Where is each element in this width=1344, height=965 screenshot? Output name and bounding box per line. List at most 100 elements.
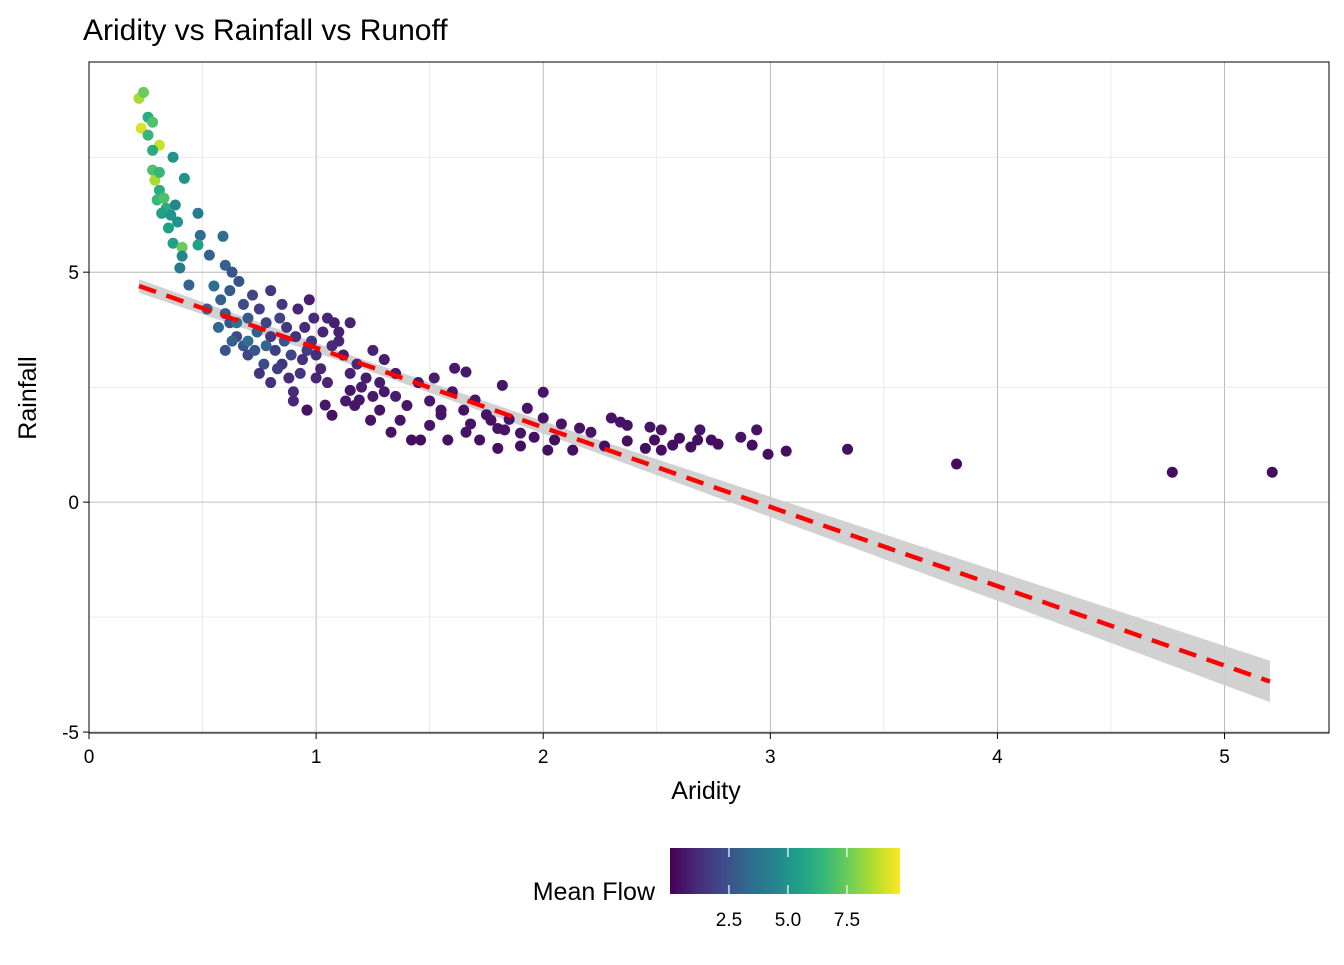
data-point [203, 249, 215, 261]
data-point [751, 424, 763, 436]
data-point [260, 340, 272, 352]
data-point [281, 321, 293, 333]
data-point [424, 419, 436, 431]
data-point [951, 458, 963, 470]
data-point [265, 331, 277, 343]
data-point [673, 432, 685, 444]
data-point [224, 285, 236, 297]
data-point [460, 426, 472, 438]
data-point [319, 399, 331, 411]
data-point [492, 442, 504, 454]
data-point [365, 414, 377, 426]
data-point [287, 386, 299, 398]
data-point [542, 444, 554, 456]
data-point [435, 404, 447, 416]
data-point [321, 312, 333, 324]
data-point [485, 414, 497, 426]
data-point [537, 386, 549, 398]
data-point [692, 434, 704, 446]
data-point [167, 151, 179, 163]
data-point [1166, 466, 1178, 478]
data-point [405, 434, 417, 446]
data-point [644, 421, 656, 433]
x-tick-label: 3 [765, 747, 776, 768]
data-point [428, 372, 440, 384]
data-point [249, 344, 261, 356]
data-point [172, 216, 184, 228]
data-point [655, 424, 667, 436]
data-point [340, 395, 352, 407]
x-tick-label: 5 [1219, 747, 1230, 768]
data-point [1266, 466, 1278, 478]
data-point [537, 412, 549, 424]
data-point [360, 372, 372, 384]
data-point [378, 386, 390, 398]
data-point [265, 285, 277, 297]
data-point [315, 363, 327, 375]
data-point [333, 326, 345, 338]
data-point [614, 416, 626, 428]
x-tick-label: 4 [992, 747, 1003, 768]
colorbar [670, 848, 900, 894]
data-point [639, 442, 651, 454]
data-point [310, 349, 322, 361]
data-point [449, 362, 461, 374]
data-point [655, 444, 667, 456]
points [133, 86, 1278, 478]
data-point [374, 404, 386, 416]
data-point [274, 312, 286, 324]
data-point [156, 207, 168, 219]
data-point [496, 379, 508, 391]
data-point [367, 344, 379, 356]
data-point [242, 312, 254, 324]
data-point [705, 434, 717, 446]
data-point [385, 426, 397, 438]
data-point [310, 372, 322, 384]
data-point [390, 390, 402, 402]
data-point [394, 414, 406, 426]
data-point [192, 239, 204, 251]
data-point [247, 289, 259, 301]
data-point [138, 86, 150, 98]
data-point [192, 207, 204, 219]
x-tick-label: 0 [84, 747, 95, 768]
data-point [162, 222, 174, 234]
data-point [253, 303, 265, 315]
data-point [458, 404, 470, 416]
colorbar-ticks: 2.5 5.0 7.5 [716, 848, 860, 931]
colorbar-tick-label: 5.0 [775, 910, 801, 931]
data-point [212, 321, 224, 333]
data-point [465, 418, 477, 430]
data-point [378, 354, 390, 366]
data-point [142, 129, 154, 141]
data-point [147, 116, 159, 128]
x-tick-label: 1 [311, 747, 322, 768]
data-point [499, 424, 511, 436]
data-point [269, 344, 281, 356]
data-point [176, 241, 188, 253]
data-point [780, 445, 792, 457]
data-point [294, 367, 306, 379]
data-point [474, 434, 486, 446]
data-point [415, 434, 427, 446]
legend-title: Mean Flow [533, 878, 656, 906]
data-point [367, 390, 379, 402]
legend: Mean Flow 2.5 5.0 7.5 [533, 848, 900, 931]
data-point [219, 344, 231, 356]
chart-title: Aridity vs Rainfall vs Runoff [83, 14, 448, 47]
data-point [442, 434, 454, 446]
data-point [326, 409, 338, 421]
data-point [226, 266, 238, 278]
data-point [301, 404, 313, 416]
x-axis-label: Aridity [671, 777, 741, 805]
data-point [237, 298, 249, 310]
data-point [746, 439, 758, 451]
data-point [183, 279, 195, 291]
data-point [308, 312, 320, 324]
data-point [219, 259, 231, 271]
data-point [285, 349, 297, 361]
data-point [621, 435, 633, 447]
data-point [326, 340, 338, 352]
data-point [549, 434, 561, 446]
